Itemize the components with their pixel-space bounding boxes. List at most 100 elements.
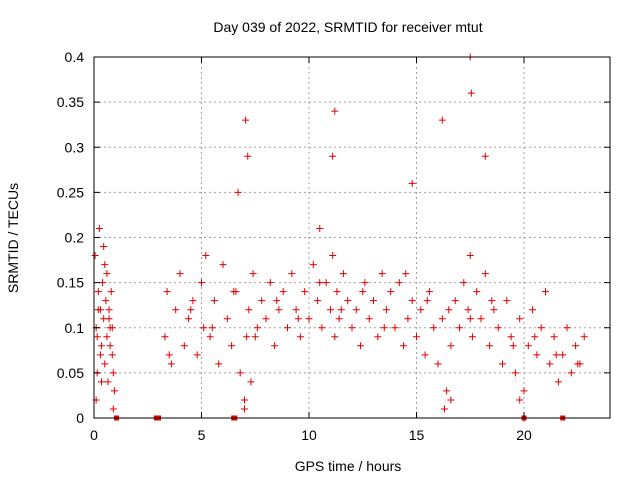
data-point: [520, 387, 528, 395]
data-point: [94, 288, 102, 296]
data-point: [241, 405, 248, 413]
data-point: [271, 342, 279, 350]
data-point: [331, 107, 339, 115]
data-point: [494, 324, 502, 332]
data-point: [387, 288, 395, 296]
data-point: [468, 333, 476, 341]
data-point: [176, 270, 184, 278]
data-point: [96, 351, 104, 359]
y-tick-label: 0.05: [57, 365, 84, 381]
data-point: [230, 288, 238, 296]
data-point: [537, 324, 545, 332]
data-point: [509, 342, 517, 350]
data-point: [101, 261, 109, 269]
data-point: [273, 297, 281, 305]
data-point: [98, 378, 106, 386]
y-tick-label: 0.25: [57, 184, 84, 200]
data-point: [580, 333, 588, 341]
data-point: [258, 297, 266, 305]
data-point: [408, 297, 416, 305]
data-point: [316, 279, 324, 287]
data-point: [206, 333, 214, 341]
data-point: [99, 279, 107, 287]
data-point: [477, 315, 485, 323]
data-point: [524, 342, 532, 350]
data-point: [108, 351, 116, 359]
data-point: [103, 270, 111, 278]
data-point: [486, 342, 494, 350]
data-point: [559, 351, 567, 359]
data-point: [574, 360, 582, 368]
data-point: [481, 270, 489, 278]
data-point: [316, 224, 324, 232]
data-point: [109, 405, 117, 413]
data-point: [249, 270, 257, 278]
data-point: [94, 306, 102, 314]
data-point: [305, 315, 313, 323]
data-point: [228, 342, 236, 350]
data-point: [161, 333, 169, 341]
y-tick-label: 0.1: [65, 320, 85, 336]
data-point: [208, 324, 216, 332]
data-point: [102, 297, 110, 305]
data-point: [318, 324, 326, 332]
data-point: [348, 324, 356, 332]
data-point: [344, 297, 352, 305]
chart-title: Day 039 of 2022, SRMTID for receiver mtu…: [213, 19, 482, 35]
data-point: [253, 324, 261, 332]
data-point: [434, 360, 442, 368]
data-point: [189, 297, 197, 305]
data-point: [516, 396, 524, 404]
data-point: [359, 288, 367, 296]
data-point: [460, 279, 468, 287]
data-point: [352, 306, 360, 314]
data-point: [554, 378, 562, 386]
data-point: [423, 297, 431, 305]
data-point: [292, 306, 300, 314]
data-point: [167, 360, 175, 368]
data-point: [456, 324, 463, 332]
data-point: [357, 342, 365, 350]
data-point: [339, 270, 347, 278]
data-point: [447, 396, 455, 404]
data-point: [104, 378, 112, 386]
data-point: [219, 261, 227, 269]
x-tick-label: 0: [90, 427, 98, 443]
data-point: [309, 261, 317, 269]
data-point: [187, 306, 195, 314]
data-point: [109, 369, 117, 377]
data-point: [445, 306, 453, 314]
data-point: [185, 315, 193, 323]
data-point: [395, 279, 403, 287]
data-point: [417, 306, 425, 314]
data-point: [106, 324, 114, 332]
x-tick-label: 15: [409, 427, 425, 443]
data-point: [567, 369, 575, 377]
data-point: [337, 306, 345, 314]
data-point: [550, 333, 558, 341]
data-point: [572, 342, 580, 350]
data-point: [473, 288, 481, 296]
data-point: [542, 288, 549, 296]
data-point: [105, 315, 113, 323]
data-point: [91, 252, 99, 260]
y-tick-label: 0.35: [57, 94, 84, 110]
data-point: [333, 288, 341, 296]
data-point: [467, 89, 475, 97]
data-point: [374, 333, 382, 341]
data-point: [244, 152, 252, 160]
y-axis-label: SRMTID / TECUs: [5, 183, 21, 293]
data-point: [275, 306, 283, 314]
data-point: [503, 297, 511, 305]
y-tick-label: 0.15: [57, 275, 84, 291]
data-point: [110, 387, 118, 395]
data-point: [413, 333, 420, 341]
data-point: [425, 288, 433, 296]
data-point: [236, 369, 244, 377]
data-point: [440, 405, 448, 413]
data-point: [490, 306, 498, 314]
data-point: [262, 315, 270, 323]
data-point: [100, 243, 108, 251]
data-point: [107, 288, 115, 296]
